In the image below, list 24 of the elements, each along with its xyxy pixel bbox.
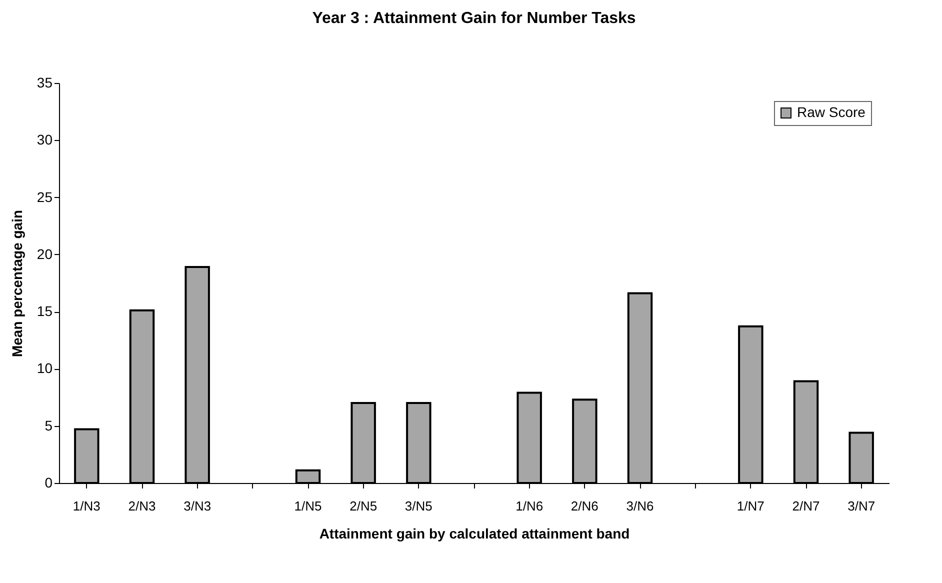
x-tick-label: 2/N3 [128,498,156,514]
x-tick-label: 2/N7 [792,498,820,514]
y-tick-label: 25 [36,188,53,205]
x-tick-label: 3/N5 [404,498,432,514]
x-tick-label: 1/N5 [294,498,322,514]
y-tick-label: 0 [44,474,53,490]
y-tick-label: 20 [36,246,53,262]
x-tick-label: 1/N7 [736,498,764,514]
chart-title: Year 3 : Attainment Gain for Number Tasks [312,10,636,27]
x-tick-label: 1/N3 [72,498,100,514]
y-tick-label: 10 [36,360,53,376]
y-tick-label: 5 [44,417,53,434]
x-tick-label: 3/N6 [626,498,654,514]
legend-label: Raw Score [797,104,866,120]
x-tick-label: 2/N5 [350,498,378,514]
x-tick-label: 3/N3 [184,498,212,514]
y-axis-title: Mean percentage gain [8,210,25,358]
y-tick-label: 35 [36,74,53,90]
y-tick-label: 30 [36,132,53,148]
x-axis-title: Attainment gain by calculated attainment band [319,526,630,542]
y-tick-label: 15 [36,303,53,320]
x-tick-label: 1/N6 [516,498,544,514]
x-tick-label: 3/N7 [848,498,876,514]
x-tick-label: 2/N6 [570,498,598,514]
